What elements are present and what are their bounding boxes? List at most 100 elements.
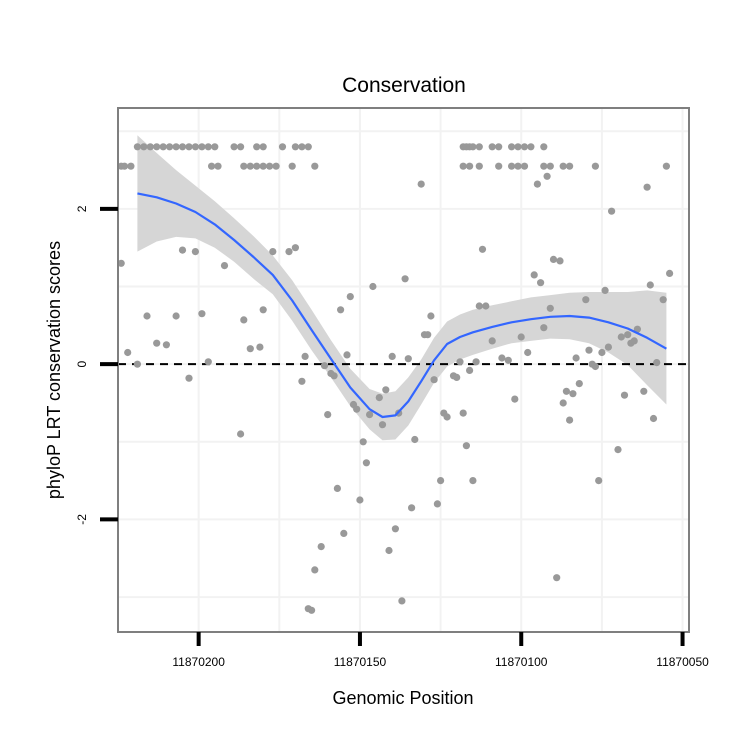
data-point bbox=[298, 143, 306, 151]
x-tick-label: 11870150 bbox=[334, 655, 387, 669]
data-point bbox=[559, 162, 567, 170]
data-point bbox=[653, 359, 661, 367]
data-point bbox=[291, 244, 299, 252]
data-point bbox=[646, 281, 654, 289]
data-point bbox=[591, 362, 600, 371]
data-point bbox=[346, 293, 354, 301]
data-point bbox=[124, 348, 132, 357]
data-point bbox=[127, 162, 135, 170]
data-point bbox=[504, 356, 512, 364]
data-point bbox=[146, 143, 154, 151]
data-point bbox=[543, 172, 551, 180]
smooth-line bbox=[137, 192, 667, 419]
data-point bbox=[343, 351, 351, 359]
data-points bbox=[117, 143, 674, 614]
data-point bbox=[572, 354, 580, 362]
data-point bbox=[208, 162, 216, 170]
data-point bbox=[153, 143, 161, 151]
data-point bbox=[143, 312, 151, 320]
data-point bbox=[240, 162, 248, 170]
data-point bbox=[614, 446, 622, 454]
data-point bbox=[585, 346, 593, 354]
grid bbox=[118, 108, 689, 632]
data-point bbox=[514, 162, 522, 170]
data-point bbox=[527, 143, 535, 151]
data-point bbox=[259, 162, 267, 170]
data-point bbox=[320, 362, 329, 370]
data-point bbox=[601, 286, 609, 294]
data-point bbox=[285, 248, 293, 256]
data-point bbox=[462, 442, 470, 450]
x-tick-label: 11870200 bbox=[172, 655, 225, 669]
data-point bbox=[311, 162, 319, 170]
x-tick-label: 11870100 bbox=[495, 655, 548, 669]
data-point bbox=[382, 386, 390, 394]
chart-title: Conservation bbox=[342, 74, 466, 97]
data-point bbox=[662, 162, 671, 170]
data-point bbox=[385, 546, 393, 555]
data-point bbox=[411, 435, 419, 444]
data-point bbox=[133, 143, 141, 151]
data-point bbox=[469, 143, 477, 151]
data-point bbox=[291, 143, 299, 151]
data-point bbox=[259, 306, 267, 314]
data-point bbox=[308, 606, 316, 614]
data-point bbox=[301, 352, 309, 360]
data-point bbox=[437, 477, 445, 485]
data-point bbox=[369, 282, 377, 291]
panel-border bbox=[117, 107, 690, 633]
data-point bbox=[246, 162, 254, 170]
data-point bbox=[417, 180, 425, 188]
data-point bbox=[253, 143, 261, 151]
data-point bbox=[272, 162, 280, 170]
data-point bbox=[520, 143, 529, 151]
data-point bbox=[630, 337, 638, 345]
data-point bbox=[433, 500, 441, 508]
y-tick-label: -2 bbox=[75, 514, 89, 525]
data-point bbox=[391, 525, 399, 533]
data-point bbox=[553, 574, 561, 582]
data-point bbox=[120, 162, 129, 170]
data-point bbox=[388, 352, 396, 360]
data-point bbox=[259, 143, 267, 151]
data-point bbox=[533, 180, 542, 188]
data-point bbox=[514, 143, 522, 151]
data-point bbox=[401, 275, 409, 283]
data-point bbox=[633, 325, 642, 333]
x-tick-label: 11870050 bbox=[656, 655, 709, 669]
x-axis-label: Genomic Position bbox=[332, 688, 473, 708]
data-point bbox=[520, 162, 529, 170]
data-point bbox=[378, 421, 387, 429]
data-point bbox=[214, 162, 222, 170]
data-point bbox=[466, 366, 474, 374]
data-point bbox=[220, 262, 229, 270]
data-point bbox=[266, 162, 274, 170]
data-point bbox=[488, 143, 496, 151]
data-point bbox=[537, 279, 545, 287]
data-point bbox=[337, 306, 345, 314]
data-point bbox=[508, 162, 516, 170]
data-point bbox=[178, 246, 187, 254]
data-point bbox=[598, 348, 606, 357]
data-point bbox=[353, 405, 361, 413]
data-point bbox=[117, 259, 125, 267]
data-point bbox=[140, 143, 148, 151]
smooth-fit-line bbox=[137, 192, 667, 419]
data-point bbox=[575, 380, 583, 388]
confidence-band bbox=[137, 135, 667, 441]
data-point bbox=[427, 312, 435, 320]
data-point bbox=[269, 248, 277, 256]
data-point bbox=[288, 162, 296, 170]
y-tick-label: 0 bbox=[75, 361, 89, 368]
data-point bbox=[643, 183, 651, 191]
data-point bbox=[498, 354, 506, 362]
data-point bbox=[317, 543, 325, 551]
data-point bbox=[237, 430, 245, 438]
data-point bbox=[604, 343, 613, 351]
data-point bbox=[566, 162, 574, 170]
data-point bbox=[211, 143, 219, 151]
data-point bbox=[191, 143, 199, 151]
data-point bbox=[246, 345, 254, 353]
data-point bbox=[359, 438, 367, 446]
